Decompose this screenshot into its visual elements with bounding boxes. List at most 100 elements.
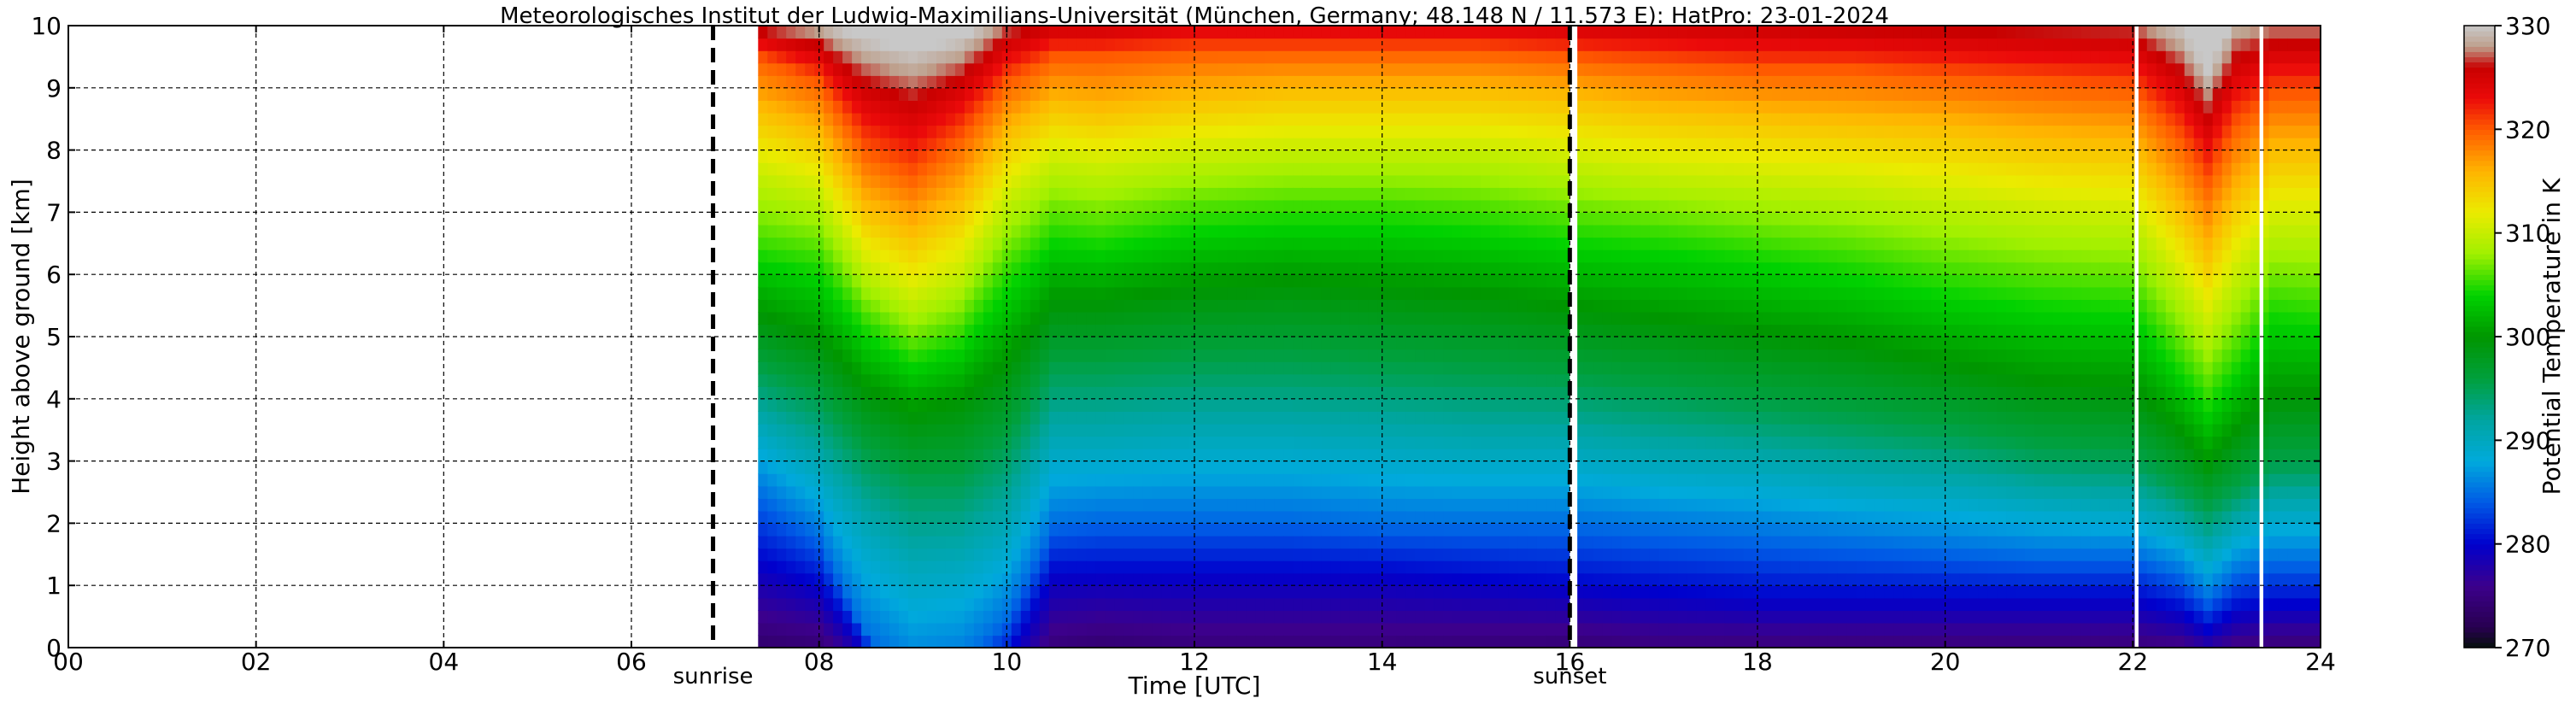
heatmap-cell	[1001, 485, 1012, 499]
heatmap-cell	[1302, 112, 1312, 126]
heatmap-cell	[1302, 38, 1312, 51]
heatmap-cell	[1086, 299, 1097, 313]
heatmap-cell	[1067, 585, 1078, 599]
heatmap-cell	[927, 324, 937, 337]
heatmap-cell	[1255, 498, 1265, 512]
heatmap-cell	[1246, 386, 1256, 400]
heatmap-cell	[1199, 548, 1210, 561]
heatmap-cell	[936, 199, 947, 213]
heatmap-cell	[899, 610, 909, 624]
heatmap-cell	[1030, 237, 1041, 250]
heatmap-cell	[1330, 498, 1341, 512]
heatmap-cell	[1490, 449, 1500, 462]
heatmap-cell	[861, 138, 871, 151]
heatmap-cell	[1349, 26, 1359, 39]
heatmap-cell	[1067, 597, 1078, 611]
heatmap-cell	[1311, 548, 1322, 561]
heatmap-cell	[1208, 436, 1219, 449]
heatmap-cell	[1481, 138, 1491, 151]
heatmap-cell	[1227, 199, 1237, 213]
heatmap-cell	[1265, 597, 1275, 611]
heatmap-cell	[908, 311, 918, 326]
heatmap-cell	[842, 125, 853, 138]
heatmap-cell	[889, 212, 900, 226]
heatmap-cell	[1630, 75, 1641, 89]
heatmap-cell	[1405, 398, 1416, 412]
heatmap-cell	[992, 162, 1003, 176]
heatmap-cell	[1039, 26, 1050, 39]
heatmap-cell	[1133, 597, 1144, 611]
heatmap-cell	[1274, 485, 1284, 499]
heatmap-cell	[767, 324, 777, 337]
heatmap-cell	[1555, 138, 1566, 151]
heatmap-cell	[973, 100, 984, 114]
heatmap-cell	[1349, 548, 1359, 561]
heatmap-cell	[1208, 510, 1219, 524]
heatmap-cell	[1095, 225, 1106, 238]
heatmap-cell	[1527, 38, 1538, 51]
heatmap-cell	[1321, 199, 1331, 213]
heatmap-cell	[1189, 386, 1200, 400]
heatmap-cell	[1517, 398, 1529, 412]
heatmap-cell	[1434, 100, 1444, 114]
heatmap-cell	[1621, 423, 1632, 437]
heatmap-cell	[777, 485, 787, 499]
heatmap-cell	[1133, 199, 1144, 213]
heatmap-cell	[1387, 597, 1397, 611]
heatmap-cell	[1368, 461, 1378, 474]
heatmap-cell	[1255, 212, 1265, 226]
heatmap-cell	[861, 349, 871, 362]
heatmap-cell	[1358, 237, 1369, 250]
heatmap-cell	[1114, 337, 1125, 350]
heatmap-cell	[1443, 75, 1453, 89]
heatmap-cell	[1424, 498, 1435, 512]
heatmap-cell	[1621, 38, 1632, 51]
heatmap-cell	[1508, 373, 1519, 387]
heatmap-cell	[842, 199, 853, 213]
heatmap-cell	[786, 100, 796, 114]
heatmap-cell	[918, 423, 928, 437]
heatmap-cell	[1471, 299, 1482, 313]
heatmap-cell	[833, 361, 843, 375]
heatmap-cell	[1199, 50, 1210, 64]
heatmap-cell	[1095, 75, 1106, 89]
heatmap-cell	[842, 299, 853, 313]
heatmap-cell	[1208, 548, 1219, 561]
heatmap-cell	[1602, 75, 1613, 89]
heatmap-cell	[1077, 174, 1088, 188]
heatmap-cell	[945, 187, 956, 201]
heatmap-cell	[1677, 261, 1688, 275]
heatmap-cell	[1490, 498, 1500, 512]
heatmap-cell	[1001, 87, 1012, 101]
heatmap-cell	[1481, 485, 1491, 499]
heatmap-cell	[992, 261, 1003, 275]
heatmap-cell	[1095, 62, 1106, 76]
heatmap-cell	[1611, 125, 1622, 138]
heatmap-cell	[758, 299, 768, 313]
heatmap-cell	[795, 597, 806, 611]
heatmap-cell	[1114, 162, 1125, 176]
heatmap-cell	[1208, 138, 1219, 151]
heatmap-cell	[1368, 411, 1378, 425]
heatmap-cell	[1265, 349, 1275, 362]
heatmap-cell	[1105, 423, 1116, 437]
heatmap-cell	[918, 212, 928, 226]
heatmap-cell	[1443, 622, 1453, 637]
heatmap-cell	[1283, 237, 1294, 250]
heatmap-cell	[1499, 485, 1510, 499]
heatmap-cell	[1499, 536, 1510, 549]
heatmap-cell	[871, 324, 881, 337]
heatmap-cell	[1142, 62, 1153, 76]
heatmap-cell	[880, 423, 890, 437]
heatmap-cell	[1583, 237, 1594, 250]
heatmap-cell	[1283, 572, 1294, 586]
heatmap-cell	[1246, 423, 1256, 437]
heatmap-cell	[1462, 473, 1472, 487]
heatmap-cell	[1218, 212, 1229, 226]
heatmap-cell	[1471, 635, 1482, 648]
heatmap-cell	[1593, 324, 1604, 337]
heatmap-cell	[1443, 411, 1453, 425]
heatmap-cell	[805, 174, 815, 188]
heatmap-cell	[1180, 324, 1191, 337]
heatmap-cell	[1246, 62, 1256, 76]
